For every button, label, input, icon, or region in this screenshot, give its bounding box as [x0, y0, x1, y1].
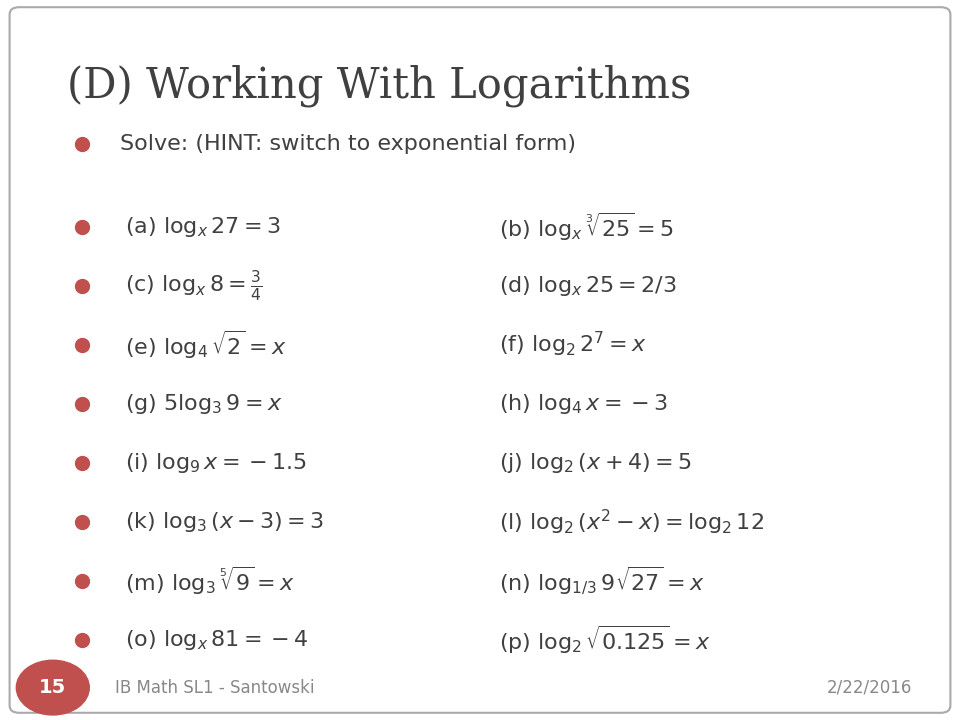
Circle shape: [16, 660, 89, 715]
Text: (f) $\log_2 2^7 = x$: (f) $\log_2 2^7 = x$: [499, 330, 647, 359]
Text: (n) $\log_{1/3} 9\sqrt{27} = x$: (n) $\log_{1/3} 9\sqrt{27} = x$: [499, 564, 705, 598]
Text: (g) $5\log_3 9 = x$: (g) $5\log_3 9 = x$: [125, 392, 282, 416]
Text: Solve: (HINT: switch to exponential form): Solve: (HINT: switch to exponential form…: [120, 134, 576, 154]
Text: (i) $\log_9 x = -1.5$: (i) $\log_9 x = -1.5$: [125, 451, 307, 475]
Text: (b) $\log_x \sqrt[3]{25} = 5$: (b) $\log_x \sqrt[3]{25} = 5$: [499, 211, 674, 243]
Text: (l) $\log_2 (x^2 - x) = \log_2 12$: (l) $\log_2 (x^2 - x) = \log_2 12$: [499, 508, 764, 536]
Text: (c) $\log_x 8 = \frac{3}{4}$: (c) $\log_x 8 = \frac{3}{4}$: [125, 269, 262, 303]
Text: (j) $\log_2 (x + 4) = 5$: (j) $\log_2 (x + 4) = 5$: [499, 451, 691, 475]
FancyBboxPatch shape: [10, 7, 950, 713]
Text: 2/22/2016: 2/22/2016: [827, 678, 912, 697]
Text: (k) $\log_3 (x - 3) = 3$: (k) $\log_3 (x - 3) = 3$: [125, 510, 324, 534]
Text: (p) $\log_2 \sqrt{0.125} = x$: (p) $\log_2 \sqrt{0.125} = x$: [499, 624, 710, 656]
Text: (m) $\log_3 \sqrt[5]{9} = x$: (m) $\log_3 \sqrt[5]{9} = x$: [125, 565, 295, 597]
Text: (o) $\log_x 81 = -4$: (o) $\log_x 81 = -4$: [125, 628, 308, 652]
Text: (d) $\log_x 25 = 2/3$: (d) $\log_x 25 = 2/3$: [499, 274, 677, 298]
Text: (D) Working With Logarithms: (D) Working With Logarithms: [67, 65, 691, 107]
Text: 15: 15: [39, 678, 66, 697]
Text: (e) $\log_4 \sqrt{2} = x$: (e) $\log_4 \sqrt{2} = x$: [125, 329, 286, 361]
Text: (h) $\log_4 x = -3$: (h) $\log_4 x = -3$: [499, 392, 668, 416]
Text: IB Math SL1 - Santowski: IB Math SL1 - Santowski: [115, 678, 315, 697]
Text: (a) $\log_x 27 = 3$: (a) $\log_x 27 = 3$: [125, 215, 280, 239]
